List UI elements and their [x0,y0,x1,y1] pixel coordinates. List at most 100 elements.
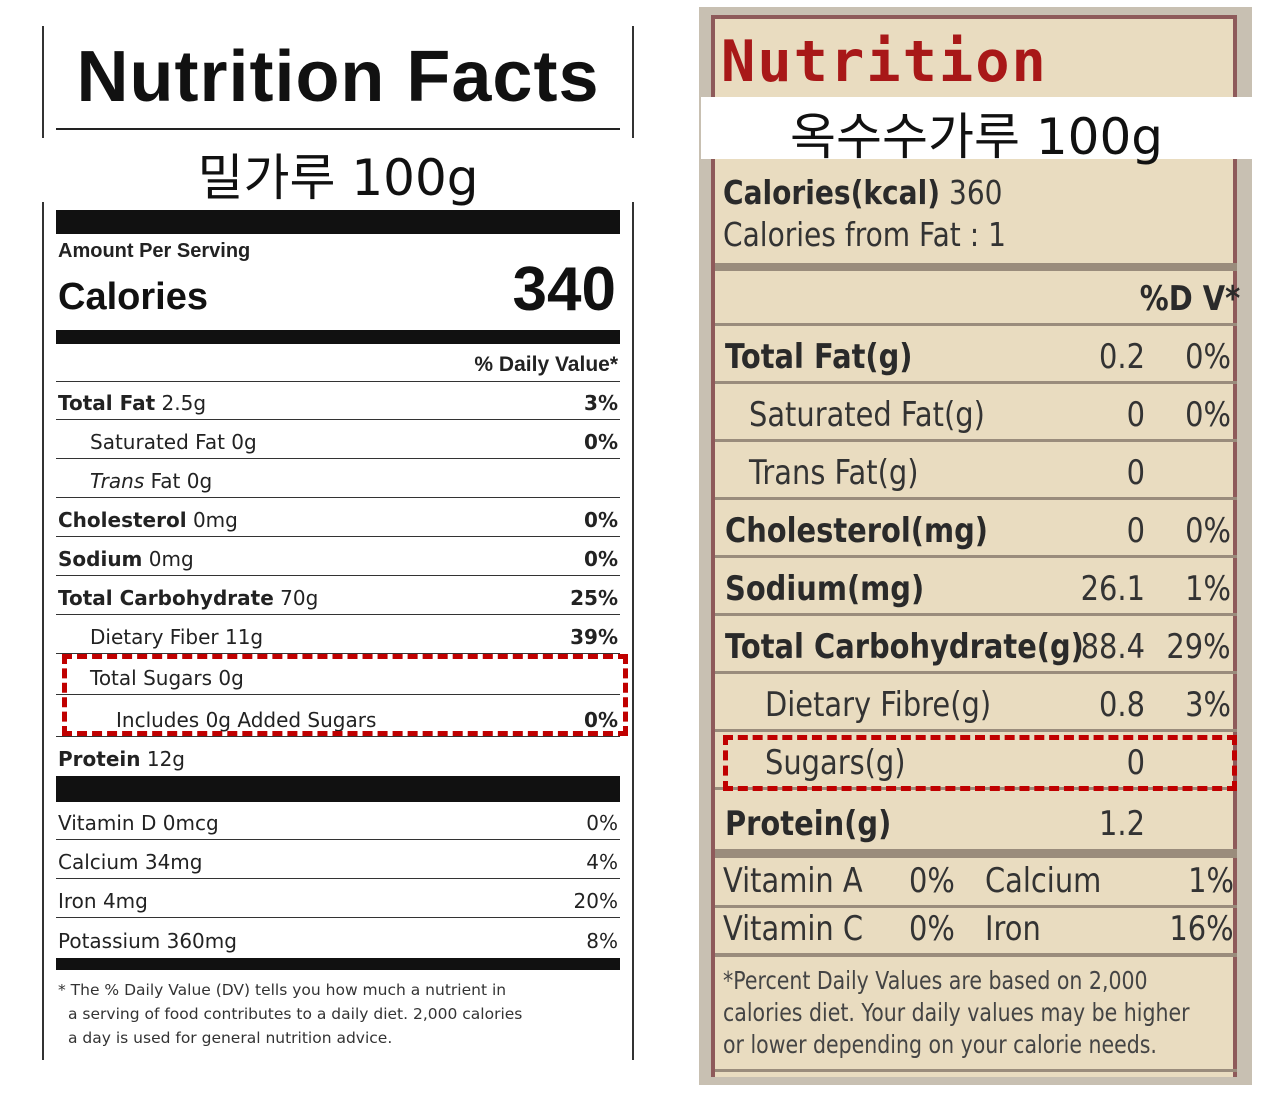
calories-from-fat: Calories from Fat : 1 [723,215,1006,254]
row-label: Iron 4mg [58,889,148,913]
row-total-fat: Total Fat(g) 0.2 0% [715,326,1237,384]
row-label: Sugars(g) [765,743,906,783]
row-label: Dietary Fibre(g) [765,685,992,725]
row-amount: 0 [1126,453,1145,493]
footnote-line: a day is used for general nutrition advi… [68,1029,393,1047]
row-pct: 29% [1166,627,1231,667]
row-pct: 0% [1185,395,1231,435]
row-cholesterol: Cholesterol 0mg 0% [56,499,620,537]
row-amount: 0 [1126,743,1145,783]
row-potassium: Potassium 360mg 8% [56,919,620,957]
vitamin-a-pct: 0% [909,861,955,901]
daily-value-header: %D V* [1139,279,1240,319]
row-amount: 0.8 [1099,685,1145,725]
iron-label: Iron [985,909,1041,949]
iron-pct: 16% [1169,909,1234,949]
footnote: *Percent Daily Values are based on 2,000… [723,965,1190,1061]
row-dietary-fibre: Dietary Fibre(g) 0.8 3% [715,674,1237,732]
row-pct: 0% [1185,511,1231,551]
row-pct: 3% [584,391,618,415]
calories-label: Calories [58,276,208,318]
footnote-line: or lower depending on your calorie needs… [723,1030,1157,1059]
row-amount: 88.4 [1080,627,1145,667]
row-sodium: Sodium 0mg 0% [56,538,620,576]
row-label: Saturated Fat 0g [90,430,257,454]
row-pct: 1% [1185,569,1231,609]
product-subtitle-box: 옥수수가루 100g [701,97,1252,166]
row-rule [715,323,1237,326]
row-total-carbohydrate: Total Carbohydrate(g) 88.4 29% [715,616,1237,674]
calcium-label: Calcium [985,861,1102,901]
row-amount: 0.2 [1099,337,1145,377]
row-trans-fat: Trans Fat 0g [56,460,620,498]
calories-line: Calories(kcal) 360 [723,173,1003,212]
row-trans-fat: Trans Fat(g) 0 [715,442,1237,500]
bottom-rule [715,1069,1237,1072]
row-label: Total Fat(g) [725,337,913,377]
row-pct: 0% [584,708,618,732]
calories-value: 340 [512,255,616,324]
row-label: Total Carbohydrate 70g [58,586,319,610]
row-pct: 0% [1185,337,1231,377]
footnote: * The % Daily Value (DV) tells you how m… [58,978,558,1050]
row-saturated-fat: Saturated Fat(g) 0 0% [715,384,1237,442]
calcium-pct: 1% [1188,861,1234,901]
row-pct: 4% [586,850,618,874]
row-label: Sodium 0mg [58,547,194,571]
row-sodium: Sodium(mg) 26.1 1% [715,558,1237,616]
row-label: Protein 12g [58,747,185,771]
label-border-left [42,202,44,1060]
label-panel [711,15,1237,1077]
label-border-right-top [632,26,634,138]
thick-bar [56,958,620,970]
sugars-highlight-box [62,654,628,736]
footnote-line: calories diet. Your daily values may be … [723,998,1190,1027]
row-total-carbohydrate: Total Carbohydrate 70g 25% [56,577,620,615]
row-amount: 0 [1126,395,1145,435]
thick-bar [56,330,620,344]
row-rule [715,953,1237,957]
row-calcium: Calcium 34mg 4% [56,841,620,879]
daily-value-header: % Daily Value* [56,344,620,382]
thick-bar [715,849,1237,858]
footnote-line: a serving of food contributes to a daily… [68,1005,523,1023]
footnote-line: *Percent Daily Values are based on 2,000 [723,966,1148,995]
row-cholesterol: Cholesterol(mg) 0 0% [715,500,1237,558]
row-pct: 25% [570,586,618,610]
label-title: Nutrition Facts [76,37,600,117]
row-protein: Protein(g) 1.2 [715,790,1237,848]
row-label: Cholesterol(mg) [725,511,988,551]
corn-flour-nutrition-label: Nutrition Facts 옥수수가루 100g Calories(kcal… [699,7,1252,1085]
row-protein: Protein 12g [56,737,620,775]
label-border-right [632,202,634,1060]
row-added-sugars: Includes 0g Added Sugars 0% [56,695,620,737]
row-label: Includes 0g Added Sugars [116,708,377,732]
vitamin-c-label: Vitamin C [723,909,864,949]
row-pct: 0% [584,547,618,571]
row-saturated-fat: Saturated Fat 0g 0% [56,421,620,459]
row-label: Trans Fat(g) [749,453,919,493]
row-label: Vitamin D 0mcg [58,811,219,835]
daily-value-header-text: % Daily Value* [474,353,618,376]
row-iron: Iron 4mg 20% [56,880,620,918]
row-label: Total Carbohydrate(g) [725,627,1084,667]
row-label: Total Fat 2.5g [58,391,207,415]
wheat-flour-nutrition-label: Nutrition Facts 밀가루 100g Amount Per Serv… [42,26,634,1060]
thick-bar [56,210,620,234]
row-pct: 3% [1185,685,1231,725]
row-label: Calcium 34mg [58,850,203,874]
vitamin-a-label: Vitamin A [723,861,863,901]
title-rule [56,128,620,130]
row-label: Trans Fat 0g [90,469,213,493]
row-pct: 0% [586,811,618,835]
row-pct: 0% [584,430,618,454]
row-dietary-fiber: Dietary Fiber 11g 39% [56,616,620,654]
amount-per-serving: Amount Per Serving [58,240,251,262]
row-total-sugars: Total Sugars 0g [56,655,620,695]
row-label: Sodium(mg) [725,569,925,609]
row-label: Protein(g) [725,804,892,844]
thick-bar [715,263,1237,271]
product-subtitle: 옥수수가루 100g [789,108,1164,166]
row-vitamin-d: Vitamin D 0mcg 0% [56,802,620,840]
row-rule [715,905,1237,908]
